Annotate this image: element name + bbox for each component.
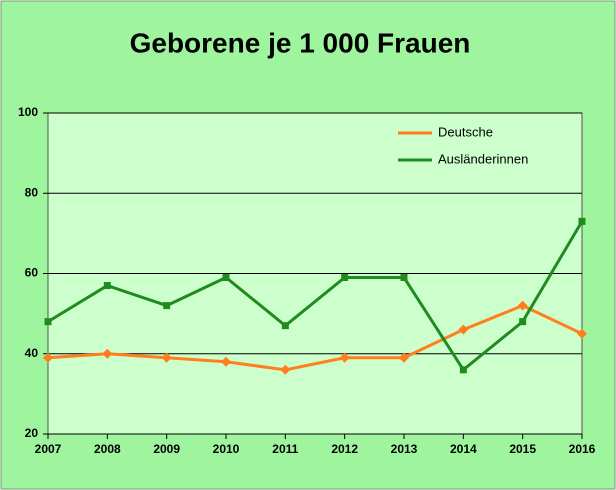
y-tick-label: 40 bbox=[25, 346, 39, 360]
data-point bbox=[399, 352, 409, 363]
data-point bbox=[222, 274, 230, 282]
y-tick-label: 100 bbox=[18, 105, 38, 119]
data-point bbox=[161, 352, 172, 363]
x-tick-label: 2009 bbox=[153, 442, 180, 456]
data-point bbox=[221, 356, 231, 367]
data-point bbox=[577, 328, 587, 339]
data-point bbox=[44, 318, 52, 326]
x-tick-label: 2010 bbox=[213, 442, 240, 456]
legend-label: Deutsche bbox=[438, 124, 493, 139]
x-tick-label: 2014 bbox=[450, 442, 477, 456]
x-tick-label: 2008 bbox=[94, 442, 121, 456]
data-point bbox=[281, 322, 289, 330]
data-point bbox=[341, 274, 349, 282]
x-tick-label: 2013 bbox=[391, 442, 418, 456]
x-tick-label: 2011 bbox=[272, 442, 298, 456]
y-tick-label: 80 bbox=[25, 185, 39, 199]
data-point bbox=[339, 352, 350, 363]
data-point bbox=[163, 302, 171, 310]
x-tick-label: 2012 bbox=[331, 442, 358, 456]
y-tick-label: 20 bbox=[25, 426, 39, 440]
data-point bbox=[519, 318, 527, 326]
data-point bbox=[102, 348, 113, 359]
data-point bbox=[280, 364, 291, 375]
series-line bbox=[47, 220, 584, 373]
x-tick-label: 2015 bbox=[509, 442, 536, 456]
x-tick-label: 2016 bbox=[569, 442, 596, 456]
data-point bbox=[400, 274, 408, 282]
data-point bbox=[103, 282, 111, 290]
data-point bbox=[459, 366, 467, 374]
data-point bbox=[43, 352, 53, 363]
legend-label: Ausländerinnen bbox=[438, 151, 528, 166]
chart-title: Geborene je 1 000 Frauen bbox=[130, 27, 471, 58]
data-point bbox=[517, 300, 528, 311]
data-point bbox=[458, 324, 469, 335]
y-tick-label: 60 bbox=[25, 266, 39, 280]
x-tick-label: 2007 bbox=[35, 442, 62, 456]
series-line bbox=[47, 303, 583, 372]
data-point bbox=[578, 217, 586, 225]
